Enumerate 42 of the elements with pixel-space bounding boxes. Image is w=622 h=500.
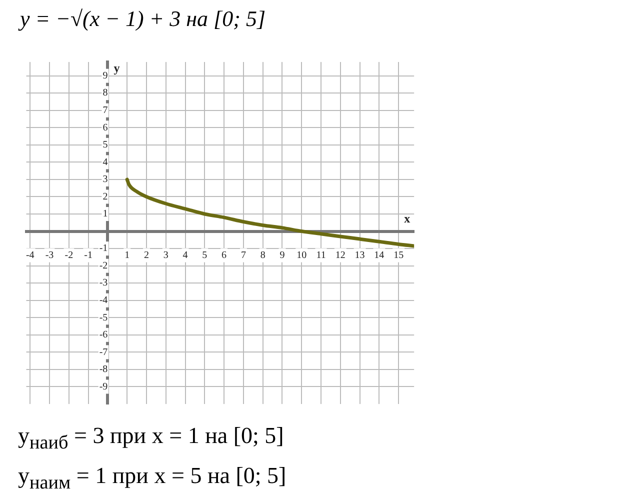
x-axis-title: x [404, 211, 410, 226]
line-series [125, 178, 414, 248]
x-tick-label: -1 [84, 250, 92, 261]
x-tick-label: 13 [354, 250, 365, 261]
x-tick-label: 12 [335, 250, 346, 261]
y-tick-label: -3 [99, 278, 108, 289]
x-tick-label: -4 [26, 250, 34, 261]
y-tick-label: -8 [99, 364, 108, 376]
x-tick-label: 4 [182, 250, 188, 261]
x-tick-label: -3 [45, 250, 54, 261]
x-tick-label: 1 [124, 250, 130, 261]
y-tick-label: 4 [102, 156, 108, 168]
y-tick-label: 3 [102, 174, 108, 186]
x-tick-label: 8 [260, 250, 266, 261]
y-tick-label: 6 [102, 122, 108, 134]
y-tick-label: 8 [102, 88, 108, 99]
text: y$_{наим}$ = 1 при x = 5 на [0; 5] [18, 463, 286, 495]
x-tick-label: 2 [144, 250, 149, 261]
x-tick-label: 11 [316, 250, 326, 261]
x-tick-label: 9 [280, 250, 285, 261]
y-tick-label: -2 [99, 260, 108, 272]
x-tick-label: 10 [296, 250, 307, 261]
y-tick-label: 9 [102, 70, 108, 82]
y-tick-label: -4 [99, 294, 108, 306]
x-tick-label: 5 [202, 250, 208, 261]
x-tick-label: 15 [394, 250, 404, 261]
y-axis-title: y [114, 61, 120, 76]
x-tick-label: 14 [374, 250, 384, 261]
x-tick-label: 7 [240, 250, 246, 261]
x-tick-label: 6 [222, 250, 227, 261]
y-tick-label: -9 [99, 381, 108, 392]
y-tick-label: 7 [102, 104, 108, 116]
y-tick-label: 2 [102, 191, 108, 202]
y-tick-label: -6 [99, 330, 108, 341]
y-tick-label: 1 [102, 208, 108, 220]
chart-title: y = −√(x − 1) + 3 на [0; 5] [20, 6, 266, 32]
y-tick-label: -7 [99, 346, 108, 358]
y-tick-label: 5 [102, 140, 108, 151]
text: y$_{наиб}$ = 3 при x = 1 на [0; 5] [18, 423, 284, 455]
x-tick-label: -2 [64, 250, 74, 261]
x-tick-label: 3 [163, 250, 168, 261]
y-tick-label: -5 [99, 312, 108, 324]
